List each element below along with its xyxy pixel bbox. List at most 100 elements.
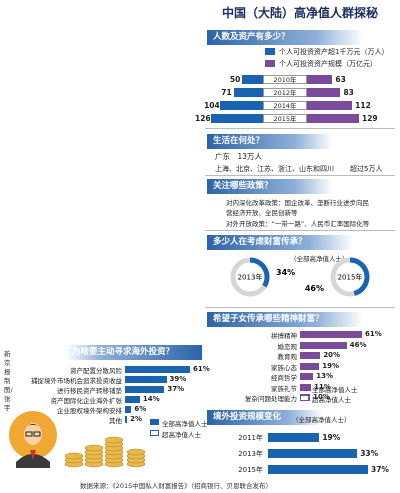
legend-label-all-blue: 全部高净值人士 bbox=[162, 420, 208, 428]
bar-spirit bbox=[300, 352, 321, 359]
location-guangdong: 广东 13万人 bbox=[215, 152, 263, 161]
bar-overseas-reason bbox=[125, 376, 167, 383]
value-label-investors: 71 bbox=[221, 88, 232, 97]
bar-assets bbox=[307, 88, 341, 97]
section-header-inheritance: 多少人在考虑财富传承？ bbox=[207, 235, 353, 250]
category-label: 2013年 bbox=[238, 450, 263, 458]
bar-investors bbox=[220, 101, 263, 110]
section-header-policy: 关注哪些政策？ bbox=[207, 179, 333, 194]
legend-label-purple: 个人可投资资产规模（万亿元） bbox=[279, 60, 377, 68]
section-header-overseas-scale: 境外投资规模变化 bbox=[207, 410, 323, 425]
inheritance-note: （全部高净值人士） bbox=[290, 255, 349, 263]
donut-value-label: 34% bbox=[276, 268, 295, 277]
bar-investors bbox=[211, 114, 263, 123]
location-provinces-count: 超过5万人 bbox=[350, 165, 383, 173]
category-label: 复杂问题处理能力 bbox=[245, 395, 297, 403]
value-label: 46% bbox=[349, 340, 367, 349]
legend-swatch-all bbox=[300, 385, 309, 391]
value-label: 10% bbox=[313, 393, 330, 401]
bar-investors bbox=[242, 75, 263, 84]
value-label: 19% bbox=[322, 433, 341, 442]
category-label: 2010年 bbox=[263, 75, 307, 84]
section-header-spirit: 希望子女传承哪些精神财富？ bbox=[207, 312, 363, 327]
category-label: 家族礼节 bbox=[271, 384, 297, 393]
legend-label-all: 全部高净值人士 bbox=[312, 386, 358, 394]
value-label: 13% bbox=[316, 372, 333, 380]
category-label: 2011年 bbox=[238, 434, 263, 442]
page-title: 中国（大陆）高净值人群探秘 bbox=[221, 6, 378, 20]
legend-swatch-ultra bbox=[300, 395, 309, 401]
credit-label: 新京报制图/张宇 bbox=[4, 350, 13, 412]
value-label: 33% bbox=[360, 449, 379, 458]
donut-slice bbox=[349, 257, 370, 296]
legend-label-ultra: 超高净值人士 bbox=[312, 396, 351, 404]
category-label: 2015年 bbox=[238, 466, 263, 474]
bar-overseas-reason bbox=[125, 406, 132, 413]
category-label: 资产国际化企业海外扩张 bbox=[50, 397, 123, 405]
bar-spirit bbox=[300, 362, 320, 370]
value-label-assets: 63 bbox=[335, 75, 346, 84]
bar-assets bbox=[307, 114, 359, 123]
category-label: 资产配置分散风险 bbox=[70, 367, 122, 375]
value-label: 37% bbox=[167, 385, 185, 393]
bar-overseas-scale bbox=[268, 449, 358, 458]
legend-swatch-ultra-blue bbox=[150, 430, 159, 436]
category-label: 拼搏精神 bbox=[271, 332, 297, 340]
legend-label-ultra-blue: 超高净值人士 bbox=[162, 431, 201, 439]
value-label: 61% bbox=[365, 330, 382, 338]
value-label: 20% bbox=[323, 351, 341, 359]
value-label-investors: 104 bbox=[204, 101, 220, 110]
section-header-amount: 人数及资产有多少？ bbox=[207, 30, 363, 45]
bar-overseas-reason bbox=[125, 416, 128, 423]
legend-swatch-purple bbox=[265, 60, 275, 67]
policy-domestic-line1: 对内深化改革政策：国企改革、垄断行业进步向民 bbox=[226, 199, 369, 207]
value-label: 2% bbox=[130, 415, 143, 423]
donut-value-label: 46% bbox=[305, 284, 324, 293]
category-label: 经商哲学 bbox=[271, 374, 297, 382]
section-header-overseas-reason: 为啥要主动寻求海外投资？ bbox=[66, 345, 202, 360]
category-label: 婚恋观 bbox=[277, 342, 298, 351]
category-label: 企业股权境外架构安排 bbox=[57, 407, 122, 415]
legend-swatch-blue bbox=[265, 48, 275, 55]
value-label-investors: 50 bbox=[229, 75, 241, 84]
location-provinces: 上海、北京、江苏、浙江、山东和四川 bbox=[215, 165, 334, 173]
category-label: 家族心态 bbox=[271, 363, 297, 372]
category-label: 2014年 bbox=[263, 101, 307, 110]
category-label: 捕捉境外市场机会追求投资收益 bbox=[31, 377, 122, 385]
category-label: 教育观 bbox=[277, 353, 298, 361]
value-label: 37% bbox=[371, 465, 389, 474]
bar-spirit bbox=[300, 373, 314, 380]
bar-spirit bbox=[300, 331, 362, 338]
businessman-icon bbox=[9, 411, 57, 468]
value-label: 19% bbox=[322, 361, 340, 370]
bar-overseas-reason bbox=[125, 366, 190, 373]
category-label: 2012年 bbox=[263, 88, 307, 97]
category-label: 进行移民资产转移铺垫 bbox=[57, 387, 122, 395]
donut-year-label: 2015年 bbox=[338, 273, 363, 282]
value-label-assets: 129 bbox=[362, 114, 378, 123]
bar-investors bbox=[233, 88, 263, 97]
donut-year-label: 2013年 bbox=[238, 273, 263, 282]
category-label: 其他 bbox=[109, 417, 122, 425]
bar-assets bbox=[307, 75, 333, 84]
value-label: 61% bbox=[193, 365, 210, 373]
legend-label-blue: 个人可投资资产超1千万元（万人） bbox=[279, 48, 389, 56]
value-label-assets: 112 bbox=[355, 101, 371, 110]
category-label: 2015年 bbox=[263, 114, 307, 123]
legend-swatch-all-blue bbox=[150, 419, 159, 425]
bar-spirit bbox=[300, 341, 347, 349]
policy-domestic-line2: 营经济开放、全民创新等 bbox=[226, 209, 298, 217]
value-label: 11% bbox=[314, 382, 331, 391]
source-note: 数据来源：《2015中国私人财富报告》（招商银行、贝恩联合发布） bbox=[80, 482, 273, 490]
bar-assets bbox=[307, 101, 353, 110]
policy-foreign: 对外开放政策：“一带一路”、人民币汇率国际化等 bbox=[226, 220, 370, 228]
value-label: 39% bbox=[169, 375, 187, 383]
overseas-scale-note: （全部高净值人士） bbox=[292, 416, 351, 424]
bar-overseas-reason bbox=[125, 396, 140, 403]
bar-overseas-scale bbox=[268, 465, 368, 474]
bar-overseas-scale bbox=[268, 433, 320, 442]
bar-overseas-reason bbox=[125, 386, 165, 393]
section-header-location: 生活在何处？ bbox=[207, 134, 333, 149]
value-label-investors: 126 bbox=[195, 114, 211, 123]
inheritance-donut-chart: 2013年 34% 2015年 46% bbox=[230, 257, 370, 297]
